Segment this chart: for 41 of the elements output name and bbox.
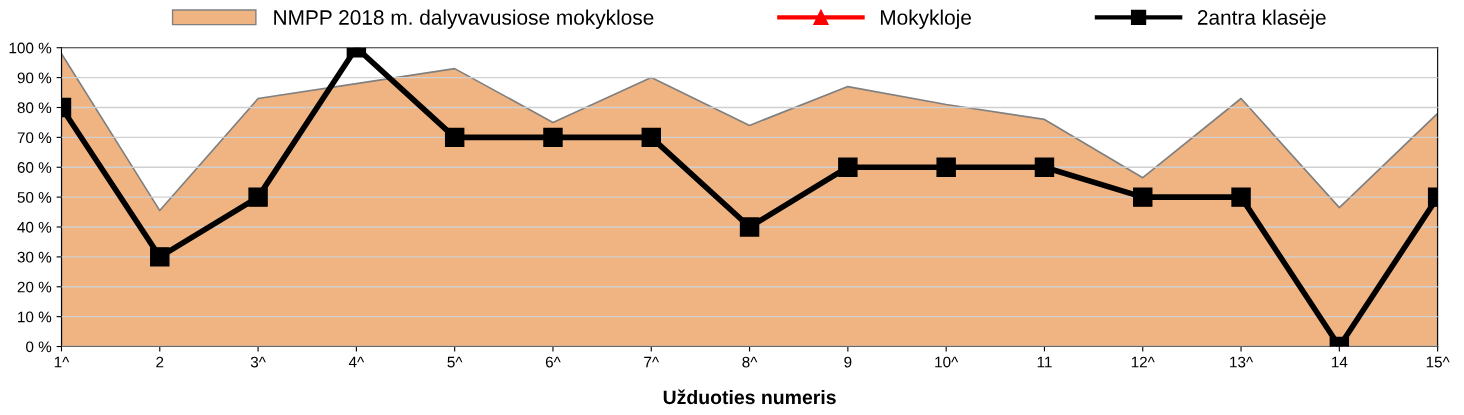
x-tick-label: 15^ [1426,356,1450,368]
y-tick-label: 0 % [26,341,52,353]
y-tick-label: 50 % [17,191,52,203]
point [1231,187,1251,207]
x-tick-label: 3^ [250,356,266,368]
point [641,127,661,148]
point [1034,157,1055,177]
x-tick-label: 5^ [447,356,463,368]
y-tick-label: 10 % [18,311,52,323]
point [444,127,465,148]
y-tick-label: 80 % [17,102,52,114]
y-tick-label: 70 % [17,132,52,144]
y-tick-label: 40 % [17,221,52,233]
x-tick-label: 10^ [935,356,959,368]
x-tick-label: 2 [156,356,164,368]
x-tick-label: 12^ [1131,356,1155,368]
point [739,217,760,237]
point [150,247,170,267]
legend-label: Mokykloje [880,9,971,29]
point [1133,187,1153,207]
legend-label: NMPP 2018 m. dalyvavusiose mokyklose [274,9,654,29]
point [543,127,563,148]
x-tick-label: 6^ [545,356,561,368]
x-tick-label: 13^ [1230,356,1254,368]
y-tick-label: 60 % [17,162,52,173]
legend-label: 2antra klasėje [1197,9,1326,29]
x-tick-label: 11 [1037,356,1052,368]
y-tick-label: 100 % [9,42,52,54]
y-tick-label: 30 % [17,251,52,263]
x-tick-label: 1^ [54,356,70,368]
x-tick-label: 14 [1332,356,1348,368]
x-axis-title: Užduoties numeris [663,389,836,405]
x-tick-label: 8^ [742,356,758,368]
x-tick-label: 7^ [644,356,660,368]
point [936,157,956,177]
point [248,187,268,207]
y-tick-label: 90 % [17,72,52,84]
x-tick-label: 4^ [348,356,365,368]
y-tick-label: 20 % [17,281,52,293]
x-tick-label: 9 [844,356,852,368]
point [838,157,858,177]
